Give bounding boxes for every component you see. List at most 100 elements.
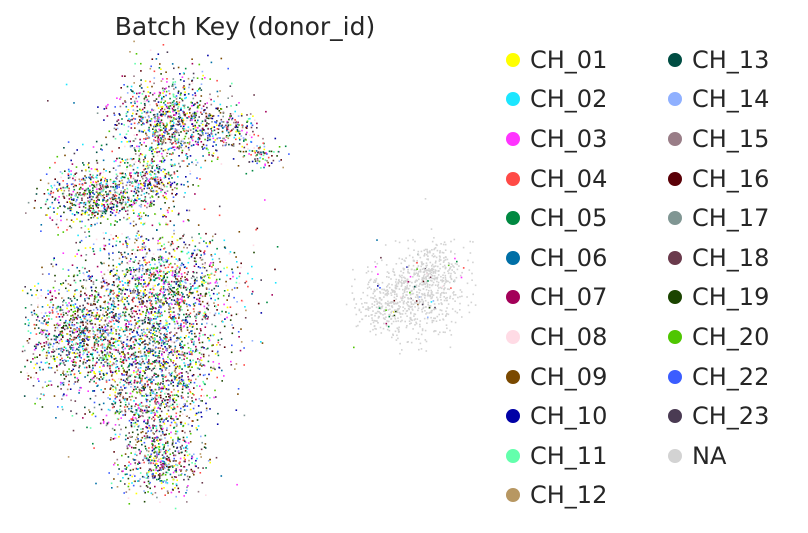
scatter-point bbox=[47, 182, 50, 185]
scatter-point bbox=[211, 239, 214, 242]
scatter-point bbox=[59, 381, 62, 384]
scatter-point bbox=[181, 250, 184, 253]
scatter-point bbox=[104, 354, 106, 356]
scatter-point bbox=[260, 151, 262, 154]
scatter-point bbox=[208, 123, 210, 125]
scatter-point bbox=[67, 168, 70, 171]
scatter-point bbox=[142, 294, 145, 296]
scatter-point bbox=[77, 314, 79, 317]
scatter-point bbox=[119, 360, 122, 363]
scatter-point bbox=[121, 374, 124, 376]
scatter-point bbox=[151, 295, 153, 298]
scatter-point bbox=[137, 291, 139, 293]
scatter-point bbox=[156, 193, 158, 195]
scatter-point bbox=[162, 183, 164, 185]
scatter-point bbox=[142, 286, 144, 288]
scatter-point bbox=[110, 375, 113, 377]
scatter-point bbox=[138, 157, 141, 160]
scatter-point bbox=[135, 181, 138, 184]
scatter-point bbox=[57, 207, 59, 209]
scatter-point bbox=[175, 258, 178, 260]
scatter-point bbox=[178, 103, 180, 106]
scatter-point bbox=[82, 178, 85, 181]
scatter-point bbox=[158, 111, 161, 113]
scatter-point bbox=[191, 82, 194, 85]
scatter-point bbox=[211, 258, 214, 261]
scatter-point bbox=[157, 242, 159, 245]
scatter-point bbox=[89, 330, 91, 332]
scatter-point bbox=[74, 204, 77, 207]
scatter-point bbox=[145, 200, 147, 203]
scatter-point bbox=[181, 275, 183, 278]
scatter-point bbox=[162, 170, 165, 173]
scatter-point bbox=[196, 248, 199, 251]
scatter-point bbox=[161, 78, 164, 80]
scatter-point bbox=[172, 125, 175, 127]
scatter-point bbox=[112, 237, 115, 240]
scatter-point bbox=[59, 309, 61, 312]
scatter-point bbox=[37, 306, 39, 308]
scatter-point bbox=[185, 132, 188, 135]
scatter-point bbox=[188, 108, 191, 111]
scatter-point bbox=[82, 188, 84, 190]
scatter-point bbox=[168, 339, 170, 341]
scatter-point bbox=[150, 170, 152, 172]
scatter-point bbox=[131, 118, 133, 121]
scatter-point bbox=[231, 118, 233, 121]
scatter-point bbox=[173, 256, 176, 258]
scatter-point bbox=[209, 277, 211, 279]
scatter-point bbox=[86, 351, 89, 353]
scatter-point bbox=[92, 330, 94, 332]
scatter-point bbox=[117, 212, 120, 214]
scatter-point bbox=[180, 237, 183, 240]
scatter-point bbox=[225, 280, 227, 283]
scatter-point bbox=[116, 209, 118, 211]
scatter-point bbox=[131, 299, 134, 301]
scatter-point bbox=[182, 160, 185, 162]
scatter-point bbox=[125, 137, 127, 139]
scatter-point bbox=[174, 263, 176, 265]
scatter-point bbox=[196, 291, 198, 293]
scatter-point bbox=[42, 368, 44, 371]
scatter-point bbox=[106, 199, 109, 201]
scatter-point bbox=[110, 344, 112, 347]
scatter-point bbox=[112, 314, 115, 317]
scatter-point bbox=[188, 141, 191, 143]
scatter-point bbox=[116, 175, 119, 177]
scatter-point bbox=[104, 209, 107, 211]
scatter-point bbox=[169, 120, 172, 122]
scatter-point bbox=[138, 268, 141, 271]
scatter-point bbox=[167, 211, 169, 214]
scatter-point bbox=[128, 303, 130, 306]
scatter-point bbox=[167, 102, 169, 104]
scatter-point bbox=[150, 200, 152, 202]
scatter-point bbox=[136, 92, 138, 95]
scatter-point bbox=[158, 138, 160, 141]
scatter-point bbox=[71, 319, 74, 321]
scatter-point bbox=[128, 321, 130, 323]
scatter-point bbox=[160, 101, 162, 103]
scatter-point bbox=[145, 165, 148, 168]
scatter-point bbox=[40, 289, 42, 291]
scatter-point bbox=[169, 163, 172, 166]
scatter-point bbox=[118, 351, 120, 353]
scatter-point bbox=[131, 277, 134, 280]
scatter-point bbox=[151, 109, 153, 112]
scatter-point bbox=[212, 261, 215, 264]
scatter-point bbox=[77, 379, 80, 381]
scatter-point bbox=[175, 301, 178, 304]
scatter-point bbox=[270, 162, 273, 164]
scatter-point bbox=[89, 320, 91, 323]
scatter-point bbox=[134, 62, 136, 65]
scatter-point bbox=[146, 86, 149, 88]
scatter-point bbox=[137, 190, 140, 193]
scatter-point bbox=[127, 209, 129, 212]
scatter-point bbox=[113, 209, 115, 212]
scatter-point bbox=[191, 136, 194, 138]
scatter-point bbox=[132, 168, 135, 171]
scatter-point bbox=[115, 160, 117, 162]
scatter-point bbox=[178, 301, 181, 304]
scatter-point bbox=[166, 302, 168, 304]
scatter-point bbox=[169, 174, 172, 177]
scatter-point bbox=[102, 310, 105, 312]
